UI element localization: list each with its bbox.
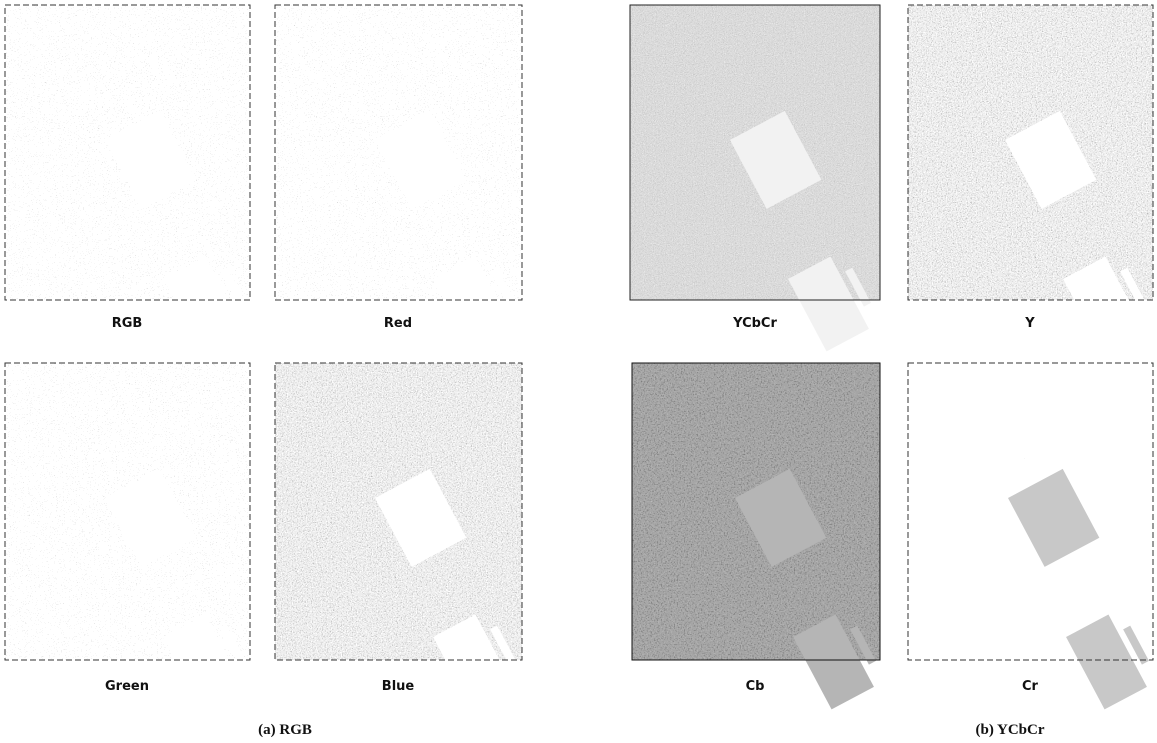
subfigure-caption: (a) RGB (258, 722, 312, 738)
panel-ycbcr: YCbCr (630, 5, 880, 351)
panel-label: Green (105, 679, 149, 694)
panel-label: Blue (382, 679, 415, 694)
panel-cb: Cb (632, 363, 880, 709)
subfigure-caption: (b) YCbCr (975, 722, 1044, 738)
figure: RGB Red Green Blue YCbCr Y Cb (0, 0, 1157, 743)
panel-blue: Blue (275, 363, 522, 709)
panel-green: Green (5, 363, 250, 709)
panel-label: RGB (112, 316, 143, 331)
panel-label: YCbCr (732, 316, 777, 331)
panel-cr: Cr (908, 363, 1153, 709)
panel-red: Red (275, 5, 522, 351)
panel-label: Cr (1022, 679, 1039, 694)
panel-label: Cb (746, 679, 765, 694)
panel-rgb: RGB (5, 5, 250, 351)
panel-label: Y (1024, 316, 1035, 331)
panel-y: Y (908, 5, 1153, 351)
panel-label: Red (384, 316, 412, 331)
